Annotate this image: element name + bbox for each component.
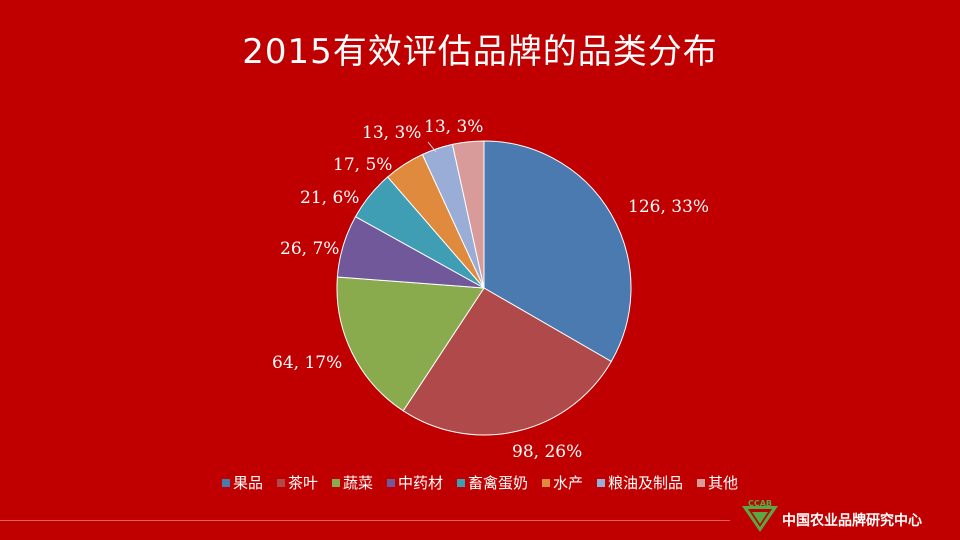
footer-logo: CCAB 中国农业品牌研究中心 bbox=[740, 500, 950, 534]
pie-slice-3 bbox=[336, 276, 485, 412]
chart-title: 2015有效评估品牌的品类分布 bbox=[242, 32, 718, 72]
footer-divider bbox=[0, 520, 730, 521]
data-label-6: 17, 5% bbox=[333, 155, 392, 175]
legend-swatch bbox=[697, 478, 706, 487]
pie-slice-8 bbox=[451, 140, 485, 289]
legend-swatch bbox=[276, 478, 285, 487]
legend-item-2: 茶叶 bbox=[276, 472, 318, 493]
legend-label: 中药材 bbox=[397, 474, 443, 492]
logo-text: 中国农业品牌研究中心 bbox=[782, 513, 922, 529]
pie-slice-2 bbox=[402, 287, 612, 436]
data-label-2: 98, 26% bbox=[512, 442, 582, 462]
legend-item-1: 果品 bbox=[221, 472, 263, 493]
legend-swatch bbox=[331, 478, 340, 487]
legend-swatch bbox=[221, 478, 230, 487]
legend-swatch bbox=[386, 478, 395, 487]
legend: 果品 茶叶 蔬菜 中药材 畜禽蛋奶 水产 粮油及制品 其他 bbox=[0, 472, 960, 493]
legend-label: 畜禽蛋奶 bbox=[468, 474, 529, 492]
legend-label: 茶叶 bbox=[287, 474, 318, 492]
legend-item-6: 水产 bbox=[542, 472, 583, 493]
logo-mark-text: CCAB bbox=[748, 500, 772, 508]
legend-label: 其他 bbox=[708, 474, 739, 492]
legend-label: 水产 bbox=[553, 474, 584, 492]
legend-item-3: 蔬菜 bbox=[331, 472, 373, 493]
legend-swatch bbox=[597, 478, 606, 487]
data-label-5: 21, 6% bbox=[300, 188, 359, 208]
legend-swatch bbox=[542, 478, 551, 487]
legend-swatch bbox=[457, 478, 465, 487]
legend-label: 粮油及制品 bbox=[608, 474, 684, 492]
data-label-8: 13, 3% bbox=[424, 117, 483, 137]
legend-label: 蔬菜 bbox=[342, 474, 373, 492]
data-label-7: 13, 3% bbox=[362, 123, 421, 143]
legend-item-8: 其他 bbox=[697, 472, 738, 493]
ccab-logo-icon: CCAB bbox=[742, 500, 778, 532]
data-label-3: 64, 17% bbox=[272, 353, 342, 373]
legend-item-5: 畜禽蛋奶 bbox=[457, 472, 528, 493]
leader-line bbox=[427, 141, 437, 153]
pie-slice-1 bbox=[483, 140, 632, 363]
data-label-4: 26, 7% bbox=[280, 239, 339, 259]
data-label-1: 126, 33% bbox=[628, 197, 709, 217]
legend-item-4: 中药材 bbox=[386, 472, 443, 493]
legend-label: 果品 bbox=[232, 474, 263, 492]
legend-item-7: 粮油及制品 bbox=[597, 472, 683, 493]
